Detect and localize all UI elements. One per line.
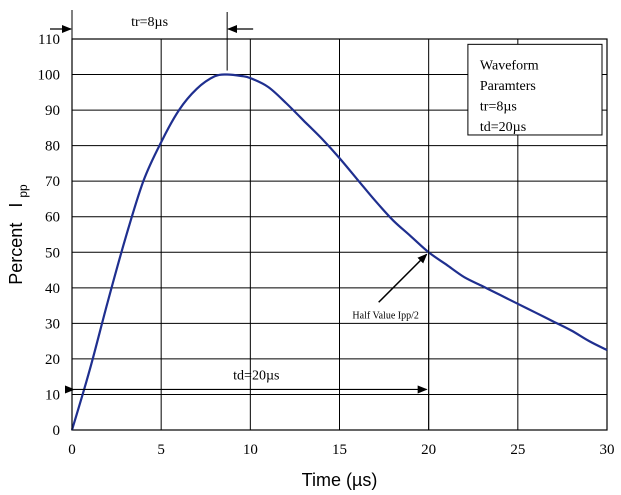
x-tick-label: 10: [243, 442, 258, 458]
y-tick-label: 30: [45, 316, 60, 332]
y-tick-label: 60: [45, 210, 60, 226]
y-tick-label: 70: [45, 174, 60, 190]
x-axis-label: Time (µs): [302, 470, 378, 490]
x-tick-label: 30: [600, 442, 615, 458]
legend-line-tr: tr=8µs: [480, 99, 517, 114]
x-tick-label: 25: [510, 442, 525, 458]
y-tick-label: 50: [45, 245, 60, 261]
y-tick-label: 100: [38, 68, 61, 84]
x-tick-label: 15: [332, 442, 347, 458]
y-tick-label: 80: [45, 139, 60, 155]
x-tick-label: 20: [421, 442, 436, 458]
y-tick-label: 110: [38, 32, 60, 48]
y-tick-labels: 0 10 20 30 40 50 60 70 80 90 100 110: [38, 32, 61, 439]
tr-annotation: tr=8µs: [50, 10, 254, 430]
legend: Waveform Paramters tr=8µs td=20µs: [467, 43, 603, 136]
waveform-curve: [70, 73, 608, 431]
x-tick-label: 0: [68, 442, 76, 458]
y-tick-label: 0: [53, 423, 61, 439]
x-tick-labels: 0 5 10 15 20 25 30: [68, 442, 614, 458]
half-value-arrow: [378, 253, 428, 303]
y-tick-label: 40: [45, 281, 60, 297]
y-tick-label: 20: [45, 352, 60, 368]
td-label: td=20µs: [233, 368, 279, 383]
legend-box: [467, 43, 603, 136]
y-axis-label-subscript: pp: [16, 184, 30, 198]
half-value-annotation: Half Value Ipp/2: [352, 253, 428, 321]
legend-line-td: td=20µs: [480, 120, 526, 135]
y-axis-label-main: Percent: [6, 223, 26, 285]
tr-label: tr=8µs: [131, 15, 168, 30]
y-axis-label: Percent I pp: [6, 184, 30, 285]
x-tick-label: 5: [157, 442, 165, 458]
y-axis-label-symbol: I: [6, 203, 26, 208]
y-tick-label: 90: [45, 103, 60, 119]
y-tick-label: 10: [45, 387, 60, 403]
legend-line-waveform: Waveform: [480, 58, 539, 73]
td-annotation: td=20µs: [65, 245, 430, 430]
half-value-label: Half Value Ipp/2: [352, 310, 418, 321]
legend-line-parameters: Paramters: [480, 79, 536, 94]
